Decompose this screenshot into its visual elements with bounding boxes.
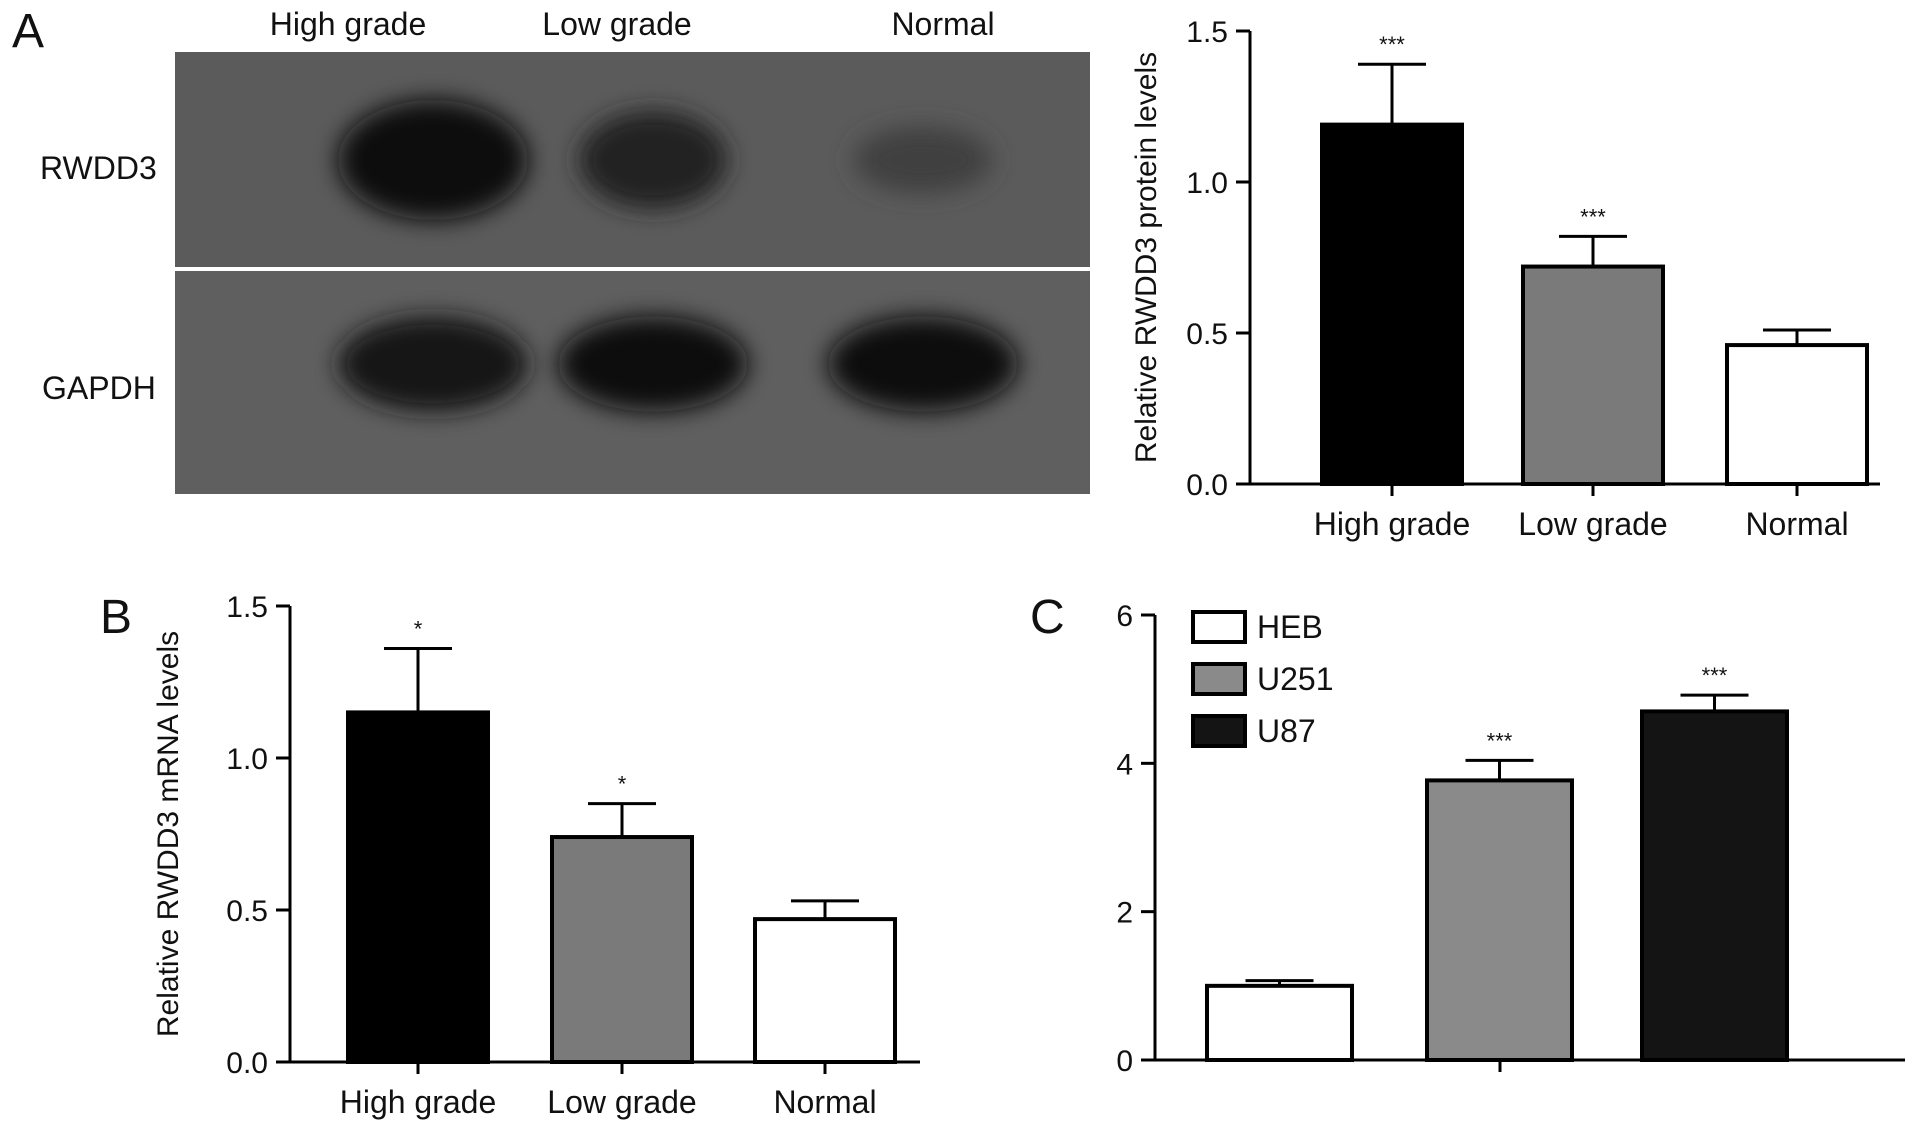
chart-b-y-axis-label: Relative RWDD3 mRNA levels bbox=[152, 631, 185, 1037]
chart-c-legend-swatch-u87 bbox=[1191, 714, 1247, 748]
chart-a-y-tick-label: 1.0 bbox=[1186, 167, 1228, 200]
chart-b-bar-low-grade bbox=[550, 835, 694, 1065]
blot-lane-label-high-grade: High grade bbox=[269, 6, 427, 42]
blot-lane-label-normal: Normal bbox=[891, 6, 995, 42]
chart-c-significance-u87: *** bbox=[1702, 663, 1728, 688]
chart-c-y-tick-label: 4 bbox=[1116, 748, 1133, 781]
western-blot-image bbox=[175, 52, 1090, 494]
chart-a-protein: 0.0 0.5 1.0 1.5 Relative RWDD3 protein level… bbox=[1130, 16, 1880, 542]
chart-c-legend-label-u87: U87 bbox=[1257, 713, 1316, 749]
chart-a-bar-low-grade bbox=[1521, 264, 1665, 486]
blot-band-rwdd3-normal bbox=[853, 126, 993, 194]
chart-b-significance-high-grade: * bbox=[414, 617, 423, 642]
chart-b-x-tick-label-normal: Normal bbox=[773, 1084, 876, 1120]
blot-row-label-gapdh: GAPDH bbox=[42, 370, 156, 406]
chart-b-y-tick-label: 0.5 bbox=[226, 895, 268, 928]
blot-band-gapdh-normal bbox=[828, 316, 1018, 412]
chart-c-bar-u251 bbox=[1425, 778, 1574, 1062]
chart-b-y-tick-label: 0.0 bbox=[226, 1047, 268, 1080]
chart-c-y-tick-label: 0 bbox=[1116, 1045, 1133, 1078]
chart-c-legend-label-u251: U251 bbox=[1257, 661, 1334, 697]
blot-band-rwdd3-high-grade bbox=[338, 100, 528, 220]
chart-b-x-tick-label-low-grade: Low grade bbox=[547, 1084, 696, 1120]
chart-b-mrna-tissue: 0.0 0.5 1.0 1.5 Relative RWDD3 mRNA levels * *… bbox=[152, 591, 920, 1120]
chart-c-bar-heb bbox=[1205, 983, 1354, 1063]
panel-letter-a: A bbox=[12, 5, 45, 58]
blot-lane-label-low-grade: Low grade bbox=[542, 6, 692, 42]
chart-c-y-tick-label: 6 bbox=[1116, 600, 1133, 633]
blot-row-label-rwdd3: RWDD3 bbox=[40, 150, 157, 186]
chart-a-y-tick-label: 1.5 bbox=[1186, 16, 1228, 49]
chart-a-y-axis-label: Relative RWDD3 protein levels bbox=[1130, 52, 1163, 463]
chart-b-x-tick-label-high-grade: High grade bbox=[340, 1084, 497, 1120]
chart-c-legend-swatch-u251 bbox=[1191, 662, 1247, 696]
chart-a-significance-high-grade: *** bbox=[1379, 32, 1405, 57]
chart-b-y-tick-label: 1.5 bbox=[226, 591, 268, 624]
blot-band-gapdh-high-grade bbox=[338, 316, 528, 412]
chart-a-bar-normal bbox=[1725, 343, 1869, 486]
chart-c-significance-u251: *** bbox=[1487, 728, 1513, 753]
panel-letter-b: B bbox=[100, 591, 133, 644]
chart-c-legend-label-heb: HEB bbox=[1257, 609, 1323, 645]
blot-band-gapdh-low-grade bbox=[558, 316, 748, 412]
chart-a-x-tick-label-high-grade: High grade bbox=[1314, 506, 1471, 542]
chart-b-y-tick-label: 1.0 bbox=[226, 743, 268, 776]
chart-a-bar-high-grade bbox=[1320, 122, 1464, 487]
chart-c-legend-swatch-heb bbox=[1191, 610, 1247, 644]
chart-c-y-tick-label: 2 bbox=[1116, 897, 1133, 930]
chart-c-mrna-cells: 0246Relative RWDD3 mRNA levels******HEBU… bbox=[1116, 600, 1905, 1078]
chart-a-y-tick-label: 0.0 bbox=[1186, 469, 1228, 502]
chart-a-significance-low-grade: *** bbox=[1580, 204, 1606, 229]
chart-b-bar-normal bbox=[753, 917, 897, 1064]
chart-b-significance-low-grade: * bbox=[618, 772, 627, 797]
chart-b-bar-high-grade bbox=[346, 710, 490, 1064]
panel-letter-c: C bbox=[1030, 591, 1065, 644]
blot-band-rwdd3-low-grade bbox=[578, 110, 728, 210]
chart-c-bar-u87 bbox=[1640, 709, 1789, 1063]
chart-a-x-tick-label-low-grade: Low grade bbox=[1518, 506, 1667, 542]
chart-a-y-tick-label: 0.5 bbox=[1186, 318, 1228, 351]
chart-a-x-tick-label-normal: Normal bbox=[1745, 506, 1848, 542]
